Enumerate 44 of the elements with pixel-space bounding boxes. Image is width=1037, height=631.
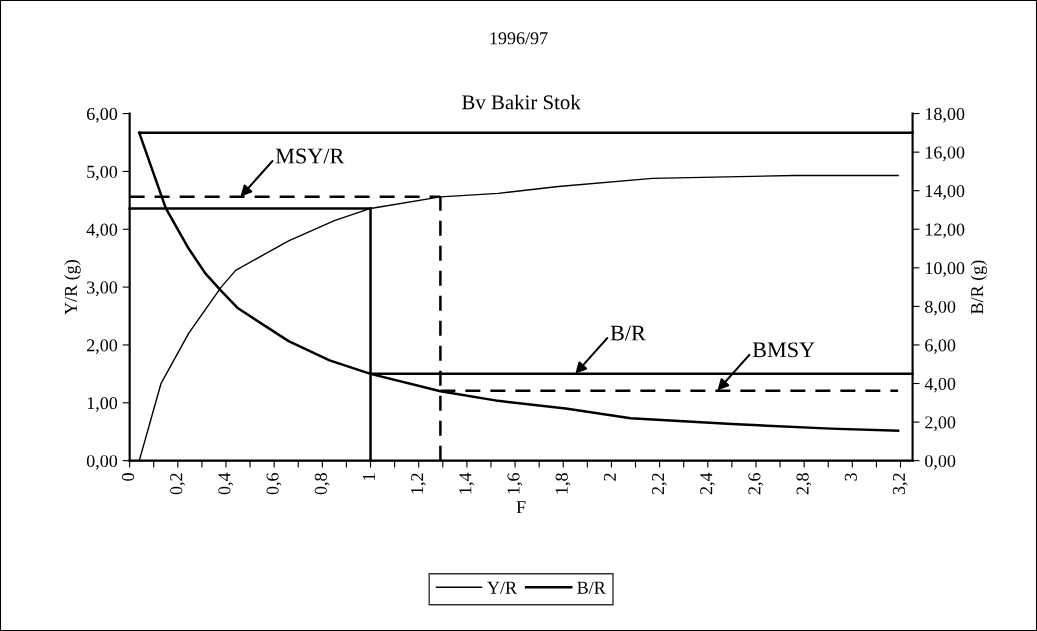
x-tick-label: 0,6: [266, 472, 282, 495]
y2-tick-label: 4,00: [924, 377, 956, 393]
legend-label: B/R: [577, 581, 606, 594]
y2-axis-title: B/R (g): [970, 260, 987, 314]
x-tick-label: 2,2: [652, 473, 667, 495]
x-tick-label: 0: [121, 473, 135, 481]
annotation: BMSY: [752, 342, 815, 358]
y-tick-label: 3,00: [87, 281, 118, 297]
legend-label: Y/R: [487, 581, 518, 594]
y-axis-title: Y/R (g): [64, 260, 81, 315]
x-tick-label: 3,2: [892, 473, 908, 495]
y2-tick-label: 16,00: [925, 146, 965, 162]
y-tick-label: 6,00: [87, 107, 118, 123]
annotation: B/R: [610, 325, 646, 341]
y2-tick-label: 14,00: [925, 184, 965, 200]
x-tick-label: 1: [362, 473, 375, 480]
y-tick-label: 4,00: [86, 223, 118, 239]
y2-tick-label: 0,00: [925, 454, 956, 470]
x-tick-label: 2,8: [796, 473, 812, 495]
y2-tick-label: 10,00: [925, 262, 965, 277]
y-tick-label: 5,00: [87, 165, 118, 181]
x-tick-label: 0,4: [218, 472, 234, 495]
annotation: MSY/R: [275, 148, 345, 164]
x-tick-label: 1,2: [411, 473, 426, 494]
chart-title: 1996/97: [490, 32, 548, 45]
y2-tick-label: 2,00: [925, 416, 956, 432]
y-tick-label: 0,00: [86, 454, 118, 470]
y2-tick-label: 18,00: [925, 107, 965, 123]
y2-tick-label: 8,00: [925, 300, 956, 316]
x-tick-label: 1,8: [555, 473, 571, 494]
x-tick-label: 0,8: [314, 473, 330, 495]
y-tick-label: 1,00: [87, 397, 118, 412]
y-tick-label: 2,00: [87, 339, 118, 354]
x-tick-label: 3: [844, 473, 857, 481]
x-tick-label: 2: [603, 473, 616, 481]
x-tick-label: 2,4: [700, 472, 715, 495]
y2-tick-label: 6,00: [925, 339, 956, 354]
chart-subtitle: Bv Bakir Stok: [462, 94, 581, 110]
x-axis-title: F: [516, 501, 526, 514]
x-tick-label: 0,2: [170, 473, 185, 495]
x-tick-label: 2,6: [748, 472, 764, 495]
x-tick-label: 1,6: [507, 472, 523, 494]
y2-tick-label: 12,00: [925, 223, 965, 239]
x-tick-label: 1,4: [459, 472, 475, 494]
